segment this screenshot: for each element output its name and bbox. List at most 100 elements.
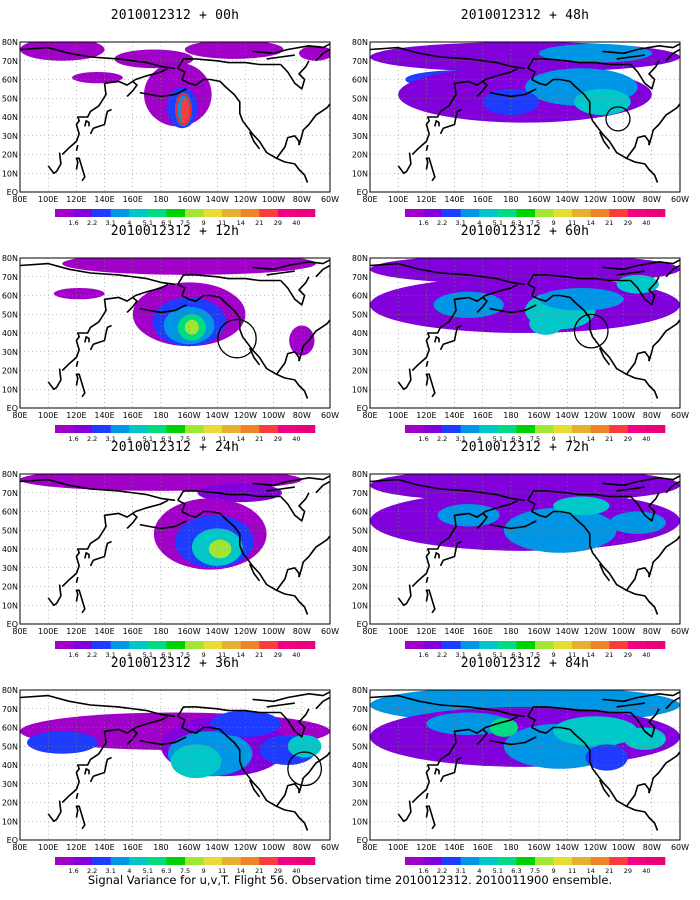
lon-tick-label: 60W <box>671 195 689 204</box>
lon-tick-label: 140W <box>556 843 579 852</box>
lat-tick-label: 60N <box>352 724 368 733</box>
variance-contour <box>609 511 666 534</box>
variance-contour <box>623 727 666 750</box>
panel-title: 2010012312 + 48h <box>460 8 590 23</box>
lon-tick-label: 100W <box>262 627 285 636</box>
colorbar-label: 1.6 <box>418 435 428 443</box>
colorbar-label: 11 <box>568 651 576 659</box>
colorbar-swatch <box>73 209 93 217</box>
colorbar-swatch <box>590 857 610 865</box>
colorbar-swatch <box>405 425 424 433</box>
colorbar-swatch <box>110 641 130 649</box>
colorbar-swatch <box>55 209 74 217</box>
colorbar-swatch <box>423 209 443 217</box>
lat-tick-label: 20N <box>352 583 368 592</box>
map-panel: 2010012312 + 36h EQ 10N 20N 30N 40N 50N 60N 70N 8… <box>0 648 350 875</box>
map-panel: 2010012312 + 48h EQ 10N 20N 30N 40N 50N 60N 70N 8… <box>350 0 700 227</box>
colorbar-label: 1.6 <box>418 651 428 659</box>
lat-tick-label: 80N <box>352 254 368 263</box>
map-frame <box>19 689 331 841</box>
lon-tick-label: 80W <box>293 411 311 420</box>
colorbar-swatch <box>92 857 112 865</box>
lon-tick-label: 80E <box>362 843 377 852</box>
colorbar-label: 14 <box>587 867 595 875</box>
variance-contour <box>529 312 564 335</box>
colorbar-swatch <box>627 209 647 217</box>
lon-tick-label: 80W <box>293 195 311 204</box>
colorbar-label: 1.6 <box>418 219 428 227</box>
colorbar-label: 6.3 <box>511 651 521 659</box>
colorbar-swatch <box>460 209 480 217</box>
lat-tick-label: 80N <box>352 470 368 479</box>
lat-tick-label: 10N <box>352 817 368 826</box>
colorbar-swatch <box>590 209 610 217</box>
colorbar-swatch <box>129 425 149 433</box>
colorbar-label: 1.6 <box>418 867 428 875</box>
colorbar: 1.6 2.2 3.1 4 5.1 6.3 7.5 9 11 14 21 29 40 <box>55 857 316 875</box>
lat-tick-label: 60N <box>352 292 368 301</box>
lat-tick-label: EQ <box>7 404 18 413</box>
lat-tick-label: 30N <box>352 780 368 789</box>
colorbar-swatch <box>296 641 316 649</box>
colorbar-swatch <box>129 641 149 649</box>
lat-tick-label: 60N <box>2 724 18 733</box>
colorbar-label: 2.2 <box>87 435 97 443</box>
colorbar-label: 11 <box>218 219 226 227</box>
lon-tick-label: 60W <box>671 627 689 636</box>
observation-circle <box>573 313 609 349</box>
colorbar-label: 3.1 <box>456 435 466 443</box>
coastlines <box>370 475 680 615</box>
colorbar-swatch <box>535 425 554 433</box>
lon-tick-label: 100E <box>38 843 58 852</box>
lon-tick-label: 60W <box>321 627 339 636</box>
colorbar-label: 6.3 <box>511 435 521 443</box>
colorbar-label: 2.2 <box>437 219 447 227</box>
colorbar-label: 21 <box>255 219 263 227</box>
lon-tick-label: 180 <box>153 411 168 420</box>
colorbar-swatch <box>535 857 554 865</box>
variance-contour <box>433 291 504 318</box>
colorbar-swatch <box>166 641 186 649</box>
lon-tick-label: 100W <box>612 195 635 204</box>
colorbar: 1.6 2.2 3.1 4 5.1 6.3 7.5 9 11 14 21 29 40 <box>405 209 666 227</box>
colorbar-label: 4 <box>127 435 131 443</box>
variance-contour <box>72 72 123 84</box>
variance-contour <box>437 504 500 527</box>
lon-tick-label: 140W <box>556 195 579 204</box>
colorbar-label: 14 <box>237 651 245 659</box>
lon-tick-label: 80E <box>12 627 27 636</box>
lat-tick-label: 30N <box>2 780 18 789</box>
lat-tick-label: 40N <box>2 545 18 554</box>
colorbar-swatch <box>609 641 629 649</box>
lon-tick-label: 60W <box>321 195 339 204</box>
colorbar-label: 4 <box>127 867 131 875</box>
colorbar-label: 5.1 <box>143 651 153 659</box>
colorbar-swatch <box>460 425 480 433</box>
lat-tick-label: 30N <box>352 348 368 357</box>
colorbar-swatch <box>203 641 223 649</box>
variance-map: EQ 10N 20N 30N 40N 50N 60N 70N 80N 80E 100E 120E 140… <box>352 686 689 875</box>
colorbar-label: 14 <box>587 651 595 659</box>
colorbar-label: 4 <box>477 435 481 443</box>
lat-tick-label: 40N <box>352 113 368 122</box>
coastlines <box>370 259 680 399</box>
lon-tick-label: 120W <box>584 195 607 204</box>
lon-tick-label: 60W <box>671 843 689 852</box>
colorbar-label: 40 <box>292 435 300 443</box>
colorbar-label: 9 <box>202 435 206 443</box>
colorbar-swatch <box>479 425 499 433</box>
colorbar-swatch <box>497 641 517 649</box>
lat-tick-label: EQ <box>357 188 368 197</box>
lon-tick-label: 120E <box>416 411 436 420</box>
colorbar-swatch <box>147 857 167 865</box>
colorbar: 1.6 2.2 3.1 4 5.1 6.3 7.5 9 11 14 21 29 40 <box>405 641 666 659</box>
colorbar-label: 29 <box>274 867 282 875</box>
colorbar-swatch <box>516 857 536 865</box>
lat-tick-label: 60N <box>2 292 18 301</box>
lon-tick-label: 80E <box>12 195 27 204</box>
observation-circle <box>605 106 631 132</box>
variance-contour <box>426 712 511 735</box>
colorbar-swatch <box>92 641 112 649</box>
map-frame <box>369 689 681 841</box>
graticule <box>20 42 330 192</box>
